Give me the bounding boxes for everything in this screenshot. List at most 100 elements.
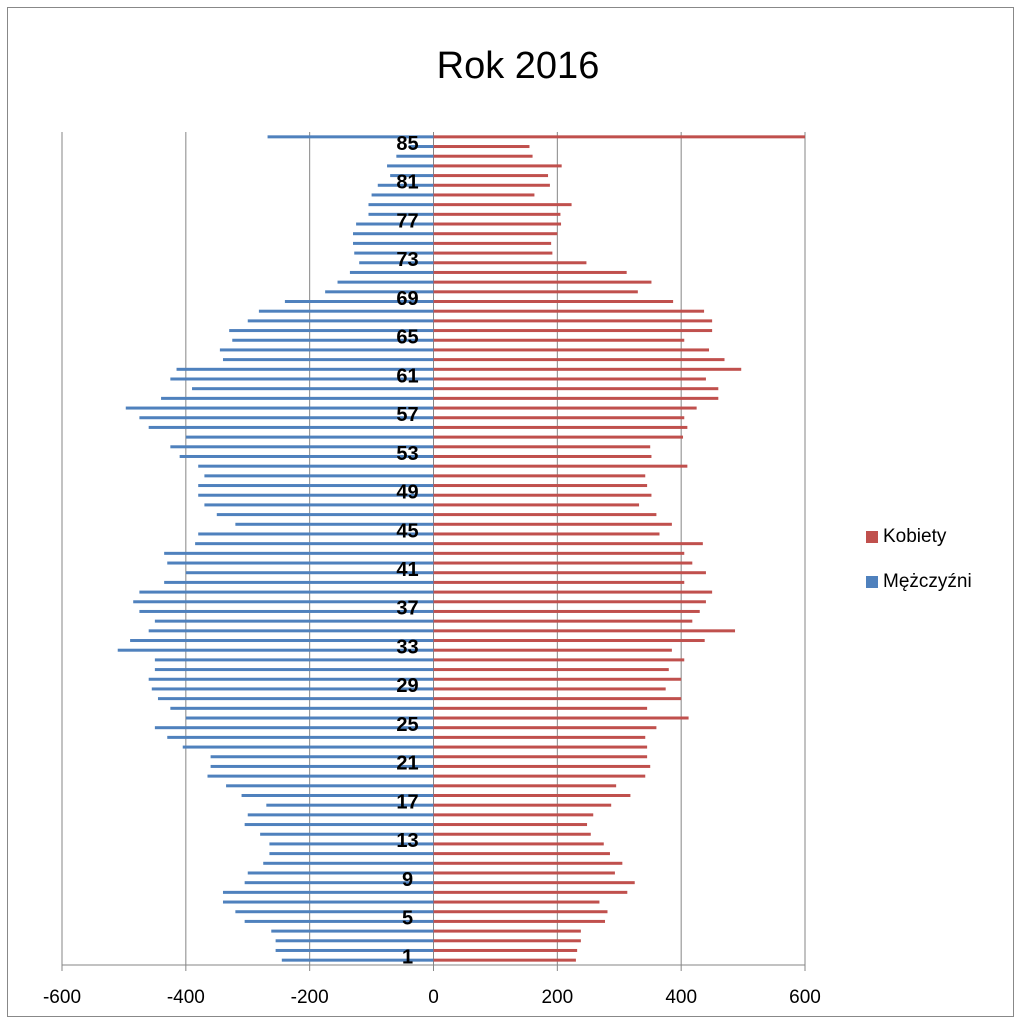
- bar: [198, 493, 434, 497]
- bar: [433, 493, 652, 497]
- bar: [267, 135, 434, 139]
- bar: [235, 910, 434, 914]
- bar: [433, 290, 638, 294]
- bar: [433, 609, 700, 613]
- x-tick-label: -200: [291, 987, 329, 1008]
- bar: [433, 948, 578, 952]
- bar: [433, 513, 657, 517]
- bar: [130, 639, 434, 643]
- bar: [433, 425, 688, 429]
- bar: [433, 755, 648, 759]
- bar: [433, 280, 652, 284]
- bar: [433, 842, 604, 846]
- bar: [241, 793, 434, 797]
- y-tick-label: 37: [396, 598, 418, 620]
- bar: [433, 871, 615, 875]
- bar: [204, 503, 434, 507]
- legend-swatch: [866, 531, 878, 543]
- bar: [207, 774, 434, 778]
- bar: [433, 387, 719, 391]
- y-tick-label: 81: [396, 172, 418, 194]
- y-tick-label: 17: [396, 791, 418, 813]
- bar: [433, 300, 674, 304]
- bar: [433, 648, 672, 652]
- legend-label: Kobiety: [883, 526, 947, 547]
- bar: [433, 629, 736, 633]
- bar: [433, 377, 706, 381]
- chart-title: Rok 2016: [437, 45, 600, 87]
- bar: [433, 958, 576, 962]
- bar: [275, 948, 434, 952]
- bar: [275, 939, 434, 943]
- bar: [154, 726, 434, 730]
- bar: [433, 803, 612, 807]
- bar: [185, 435, 434, 439]
- bar: [192, 387, 434, 391]
- y-tick-label: 9: [402, 869, 413, 891]
- bar: [433, 571, 706, 575]
- y-tick-label: 53: [396, 443, 418, 465]
- bar: [433, 338, 685, 342]
- bar: [433, 793, 631, 797]
- bar: [368, 203, 434, 207]
- bar: [139, 590, 434, 594]
- bar: [198, 484, 434, 488]
- bar: [433, 668, 669, 672]
- bar: [433, 716, 689, 720]
- bar: [433, 735, 646, 739]
- bar: [151, 687, 434, 691]
- bar: [433, 183, 550, 187]
- bar: [433, 551, 685, 555]
- bar: [222, 890, 434, 894]
- bar: [198, 464, 434, 468]
- bar: [433, 406, 697, 410]
- bar: [433, 261, 587, 265]
- x-tick-label: -600: [43, 987, 81, 1008]
- bar: [179, 454, 434, 458]
- y-tick-label: 41: [396, 559, 418, 581]
- bar: [433, 910, 608, 914]
- y-tick-label: 1: [402, 946, 413, 968]
- bar: [433, 203, 572, 207]
- bar: [433, 348, 710, 352]
- bar: [204, 474, 434, 478]
- bar: [433, 222, 562, 226]
- bar: [433, 154, 533, 158]
- bar: [247, 813, 434, 817]
- bar: [433, 174, 549, 178]
- bar: [185, 571, 434, 575]
- bar: [368, 212, 434, 216]
- bar: [433, 484, 648, 488]
- bar: [353, 232, 434, 236]
- bar: [260, 832, 434, 836]
- bar: [258, 309, 434, 313]
- bar: [433, 600, 706, 604]
- bar: [229, 329, 434, 333]
- bar: [433, 193, 535, 197]
- bar: [117, 648, 434, 652]
- bar: [433, 464, 688, 468]
- bar: [433, 367, 742, 371]
- bar: [247, 319, 434, 323]
- y-tick-label: 49: [396, 482, 418, 504]
- bar: [433, 881, 635, 885]
- bar: [349, 270, 434, 274]
- legend-label: Mężczyźni: [883, 571, 972, 592]
- bar: [433, 619, 693, 623]
- bar: [433, 580, 685, 584]
- legend-swatch: [866, 576, 878, 588]
- bar: [219, 348, 434, 352]
- bar: [408, 145, 434, 149]
- bar: [433, 726, 657, 730]
- bar: [433, 774, 646, 778]
- bar: [433, 706, 648, 710]
- bar: [157, 697, 434, 701]
- bar: [154, 658, 434, 662]
- bar: [433, 251, 553, 255]
- bar: [433, 745, 648, 749]
- bar: [247, 871, 434, 875]
- bar: [359, 261, 434, 265]
- bar: [161, 396, 434, 400]
- bar: [170, 377, 434, 381]
